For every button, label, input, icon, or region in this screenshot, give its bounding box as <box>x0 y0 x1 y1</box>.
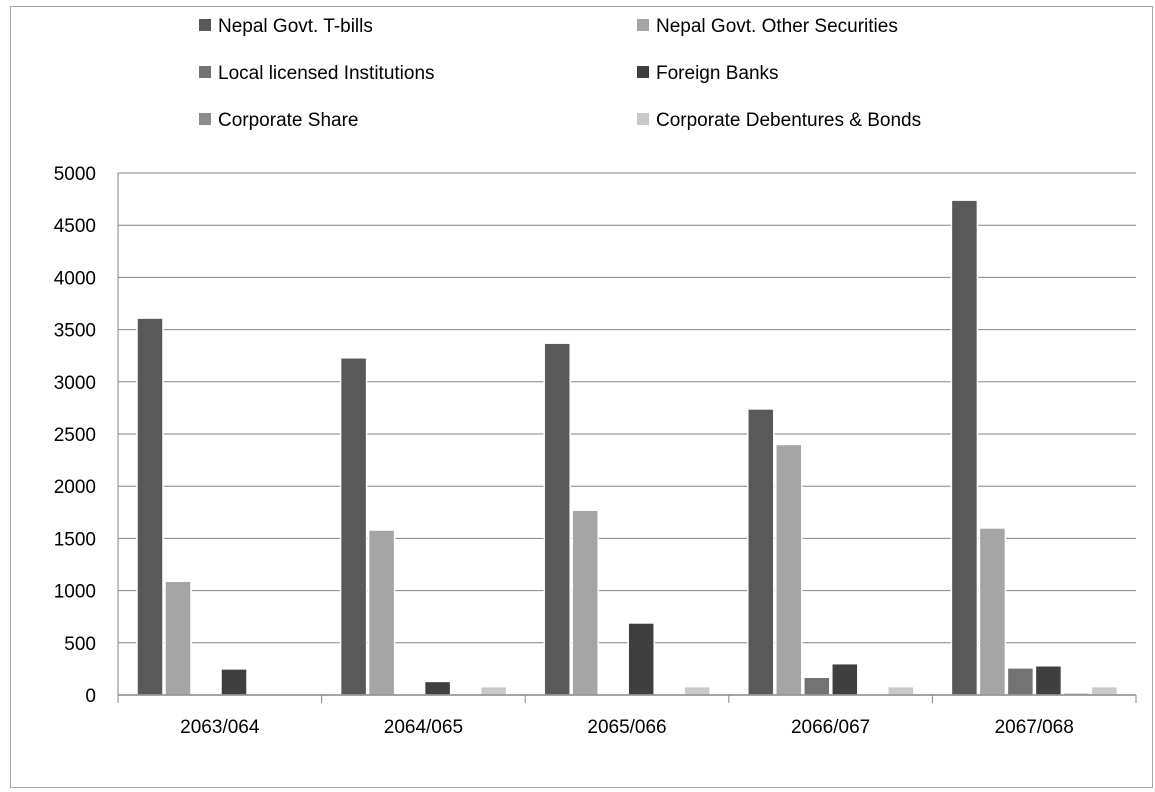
y-tick-label: 1000 <box>54 582 96 603</box>
legend-swatch <box>199 19 211 31</box>
y-tick-label: 3000 <box>54 373 96 394</box>
legend-label: Foreign Banks <box>656 63 779 84</box>
bar <box>950 199 979 696</box>
y-tick-label: 2500 <box>54 425 96 446</box>
bars <box>136 199 1119 696</box>
bar <box>1006 667 1035 696</box>
bar <box>627 622 655 696</box>
x-tick-label: 2063/064 <box>180 717 260 738</box>
bar <box>803 676 831 696</box>
y-tick-label: 500 <box>64 634 96 655</box>
legend-label: Corporate Share <box>218 110 358 131</box>
x-tick-label: 2064/065 <box>384 717 463 738</box>
y-tick-label: 4500 <box>54 216 96 237</box>
bar <box>367 529 396 696</box>
x-tick-label: 2067/068 <box>995 717 1074 738</box>
bar <box>683 685 711 696</box>
y-tick-label: 5000 <box>54 164 96 185</box>
bar <box>136 317 164 696</box>
bar <box>339 357 368 696</box>
bar <box>775 443 803 696</box>
bar <box>423 680 452 696</box>
legend: Nepal Govt. T-bills Nepal Govt. Other Sec… <box>199 16 921 131</box>
y-tick-label: 1500 <box>54 529 96 550</box>
legend-label: Local licensed Institutions <box>218 63 435 84</box>
bar <box>220 668 248 696</box>
y-tick-label: 0 <box>85 686 96 707</box>
legend-swatch <box>637 66 649 78</box>
legend-label: Nepal Govt. Other Securities <box>656 16 898 37</box>
y-tick-label: 3500 <box>54 321 96 342</box>
legend-label: Nepal Govt. T-bills <box>218 16 373 37</box>
legend-label: Corporate Debentures & Bonds <box>656 110 921 131</box>
bar <box>747 408 775 696</box>
y-tick-label: 2000 <box>54 477 96 498</box>
legend-swatch <box>199 113 211 125</box>
bar <box>1090 685 1119 696</box>
legend-swatch <box>637 113 649 125</box>
legend-swatch <box>637 19 649 31</box>
x-tick-label: 2066/067 <box>791 717 870 738</box>
bar <box>543 342 571 696</box>
bar <box>978 527 1007 696</box>
bar <box>1034 665 1063 696</box>
y-axis: 0 500 1000 1500 2000 2500 3000 3500 4000 4500 5000 <box>54 164 119 707</box>
x-tick-label: 2065/066 <box>587 717 666 738</box>
bar <box>479 685 508 696</box>
bar <box>831 662 859 696</box>
bar <box>164 580 192 696</box>
legend-swatch <box>199 66 211 78</box>
x-axis: 2063/064 2064/065 2065/066 2066/067 2067/068 <box>117 694 1137 738</box>
bar <box>887 685 915 696</box>
bar <box>571 509 599 696</box>
y-tick-label: 4000 <box>54 268 96 289</box>
